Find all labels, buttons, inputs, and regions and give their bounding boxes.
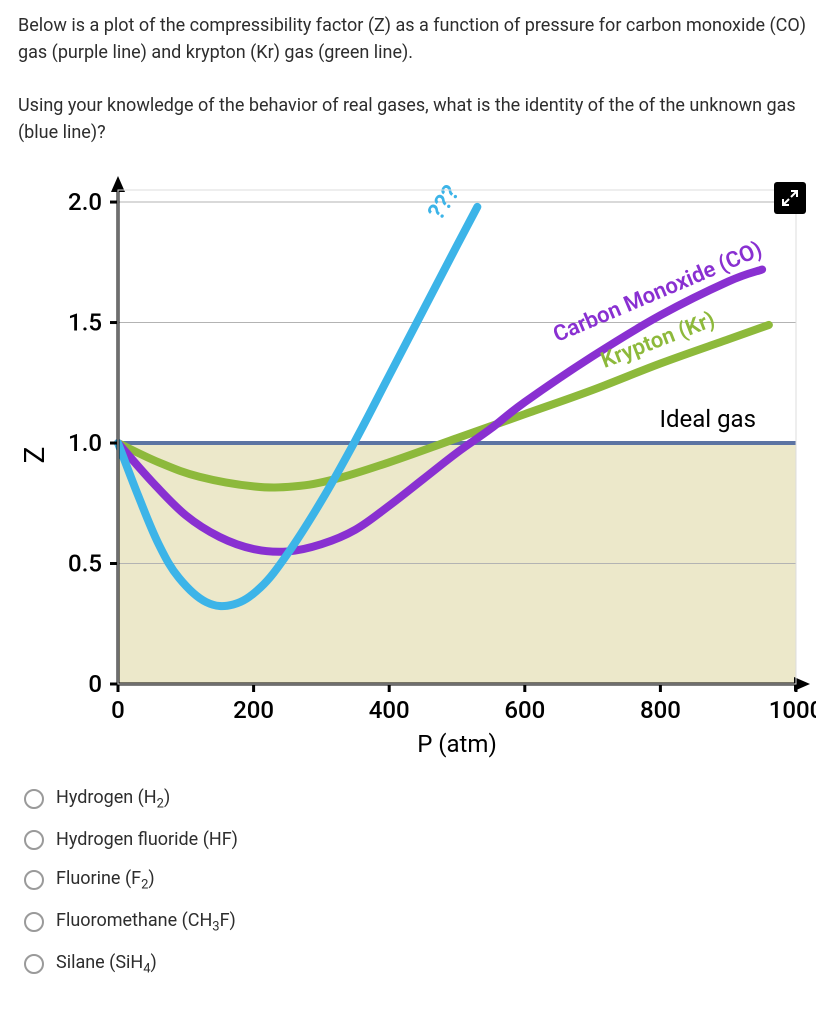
svg-text:2.0: 2.0	[68, 188, 102, 216]
svg-text:P (atm): P (atm)	[417, 730, 497, 758]
svg-text:Z: Z	[18, 447, 51, 464]
answer-options: Hydrogen (H2) Hydrogen fluoride (HF) Fluor…	[24, 784, 816, 979]
svg-text:0: 0	[88, 670, 102, 698]
question-paragraph-1: Below is a plot of the compressibility f…	[18, 12, 816, 66]
option-f2[interactable]: Fluorine (F2)	[24, 865, 816, 895]
radio-icon	[24, 912, 44, 932]
svg-text:1000: 1000	[769, 696, 816, 724]
svg-text:600: 600	[504, 696, 545, 724]
option-label: Fluoromethane (CH3F)	[56, 907, 236, 937]
svg-text:Ideal gas: Ideal gas	[659, 405, 756, 433]
svg-text:0: 0	[111, 696, 125, 724]
option-label: Fluorine (F2)	[56, 865, 155, 895]
question-paragraph-2: Using your knowledge of the behavior of …	[18, 92, 816, 146]
chart-container: 0 0.5 1.0 1.5 2.0 0 200 400 600 800 1000 P (atm) Z Id…	[18, 172, 816, 762]
option-h2[interactable]: Hydrogen (H2)	[24, 784, 816, 814]
svg-text:1.5: 1.5	[68, 309, 102, 337]
radio-icon	[24, 789, 44, 809]
option-label: Hydrogen fluoride (HF)	[56, 826, 238, 853]
option-hf[interactable]: Hydrogen fluoride (HF)	[24, 826, 816, 853]
radio-icon	[24, 830, 44, 850]
radio-icon	[24, 954, 44, 974]
svg-text:200: 200	[233, 696, 274, 724]
svg-text:400: 400	[369, 696, 410, 724]
radio-icon	[24, 870, 44, 890]
expand-icon	[782, 190, 798, 206]
option-label: Silane (SiH4)	[56, 949, 157, 979]
svg-text:1.0: 1.0	[68, 429, 102, 457]
svg-text:800: 800	[640, 696, 681, 724]
compressibility-chart: 0 0.5 1.0 1.5 2.0 0 200 400 600 800 1000 P (atm) Z Id…	[18, 172, 816, 762]
option-ch3f[interactable]: Fluoromethane (CH3F)	[24, 907, 816, 937]
svg-text:0.5: 0.5	[68, 550, 102, 578]
option-sih4[interactable]: Silane (SiH4)	[24, 949, 816, 979]
option-label: Hydrogen (H2)	[56, 784, 170, 814]
expand-button[interactable]	[774, 182, 806, 214]
